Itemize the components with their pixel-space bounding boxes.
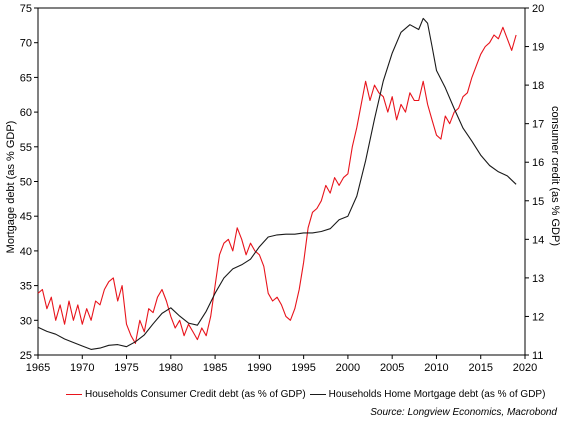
- y-axis-left-title: Mortgage debt (as % GDP): [5, 121, 17, 254]
- x-tick-label: 1975: [114, 362, 138, 374]
- y-right-tick-label: 20: [532, 3, 544, 15]
- legend-entry-consumer-credit: Households Consumer Credit debt (as % of…: [66, 389, 306, 400]
- x-tick-label: 1980: [159, 362, 183, 374]
- legend: Households Consumer Credit debt (as % of…: [66, 389, 549, 400]
- plot-frame: [37, 7, 526, 356]
- y-right-tick-label: 17: [532, 119, 544, 131]
- y-left-tick-label: 45: [20, 211, 32, 223]
- y-right-tick-label: 13: [532, 273, 544, 285]
- legend-swatch-consumer-credit: [66, 394, 82, 395]
- y-right-tick-label: 16: [532, 157, 544, 169]
- legend-label-consumer-credit: Households Consumer Credit debt (as % of…: [85, 389, 306, 400]
- y-right-tick-label: 14: [532, 234, 544, 246]
- plot-border: [37, 7, 526, 356]
- x-tick-label: 1995: [291, 362, 315, 374]
- y-right-tick-label: 19: [532, 42, 544, 54]
- x-tick-label: 2010: [424, 362, 448, 374]
- y-left-tick-label: 70: [20, 38, 32, 50]
- source-note: Source: Longview Economics, Macrobond: [370, 407, 557, 418]
- y-right-tick-label: 11: [532, 350, 543, 362]
- x-tick-label: 1965: [26, 362, 50, 374]
- y-axis-right-title: consumer credit (as % GDP): [549, 106, 561, 246]
- y-axis-right: 11 12 13 14 15 16 17 18 19 20: [525, 3, 544, 362]
- series-line-mortgage-debt: [37, 17, 517, 350]
- legend-label-mortgage: Households Home Mortgage debt (as % of G…: [328, 389, 546, 400]
- y-left-tick-label: 55: [20, 142, 32, 154]
- series-line-consumer-credit: [37, 26, 517, 344]
- legend-entry-mortgage: Households Home Mortgage debt (as % of G…: [309, 389, 546, 400]
- x-tick-label: 1970: [70, 362, 94, 374]
- legend-swatch-mortgage: [309, 394, 326, 395]
- y-left-tick-label: 75: [20, 3, 32, 15]
- y-right-tick-label: 15: [532, 196, 544, 208]
- x-tick-label: 2005: [380, 362, 404, 374]
- y-left-tick-label: 35: [20, 281, 32, 293]
- x-tick-label: 1985: [203, 362, 227, 374]
- y-left-tick-label: 25: [20, 350, 32, 362]
- y-left-tick-label: 30: [20, 315, 32, 327]
- y-right-tick-label: 18: [532, 80, 544, 92]
- series-layer: [37, 17, 517, 350]
- y-left-tick-label: 50: [20, 177, 32, 189]
- x-tick-label: 1990: [247, 362, 271, 374]
- y-left-tick-label: 40: [20, 246, 32, 258]
- x-tick-label: 2015: [468, 362, 492, 374]
- y-right-tick-label: 12: [532, 311, 544, 323]
- x-tick-label: 2020: [513, 362, 537, 374]
- x-tick-label: 2000: [336, 362, 360, 374]
- y-left-tick-label: 60: [20, 107, 32, 119]
- x-axis: 1965 1970 1975 1980 1985 1990 1995 2000 2005 2010…: [26, 355, 537, 374]
- y-axis-left: 25 30 35 40 45 50 55 60 65 70 75: [20, 3, 38, 362]
- y-left-tick-label: 65: [20, 72, 32, 84]
